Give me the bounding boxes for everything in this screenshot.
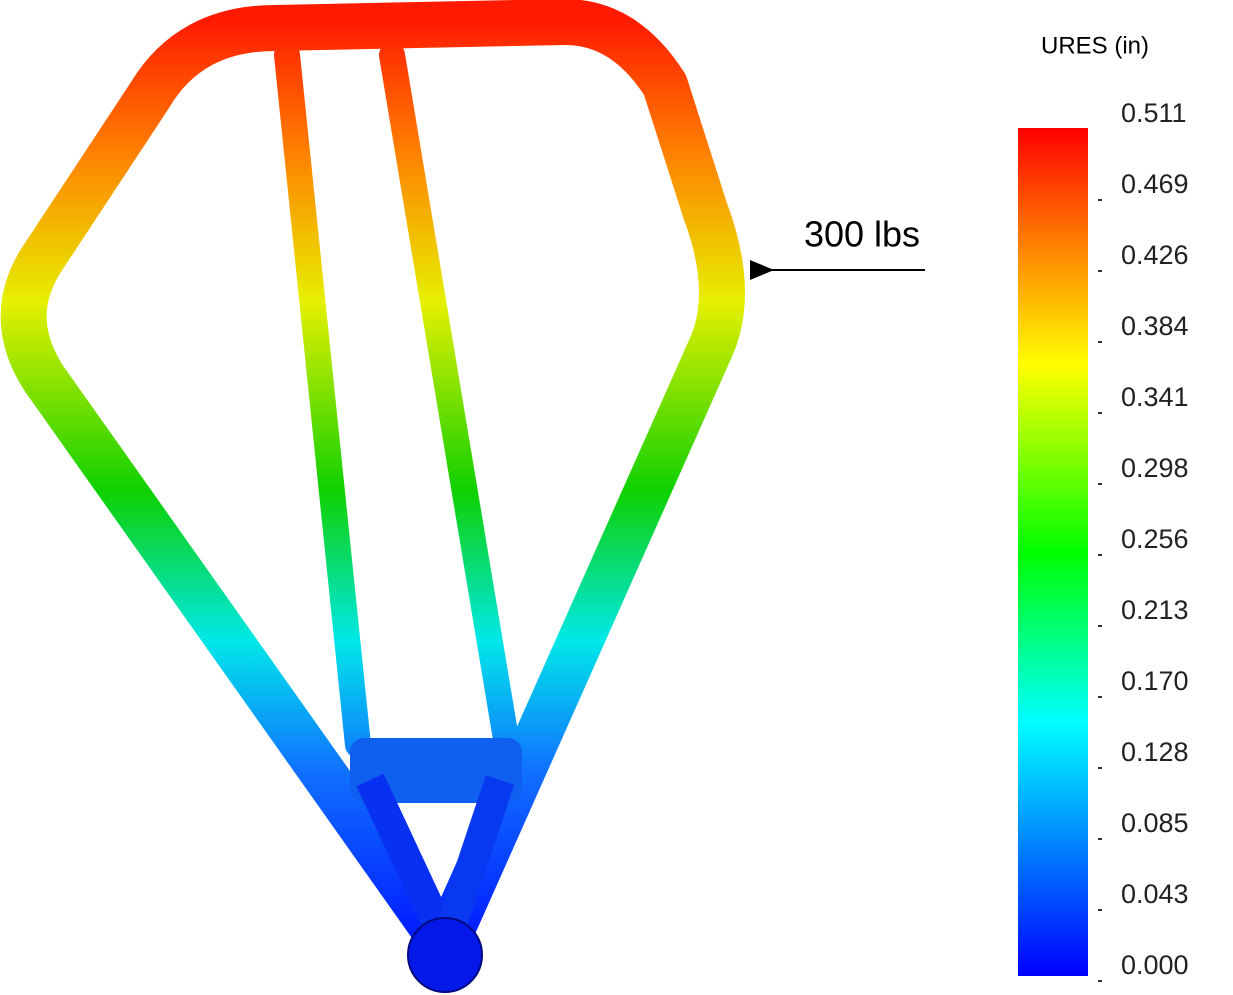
legend-labels: 0.511 0.469 0.426 0.384 0.341 0.298 0.256 0.213… bbox=[1098, 98, 1189, 981]
colorbar bbox=[1018, 128, 1088, 976]
page: 300 lbs URES (in) 0.5110.4690.4260.3840.… bbox=[0, 0, 1233, 995]
pivot bbox=[408, 918, 482, 992]
load-label: 300 lbs bbox=[804, 214, 920, 255]
result-view: 300 lbs URES (in) 0.5110.4690.4260.3840.… bbox=[0, 0, 1233, 995]
legend-label: 0.085 bbox=[1121, 808, 1189, 838]
legend-label: 0.256 bbox=[1121, 524, 1189, 554]
legend-label: 0.469 bbox=[1121, 169, 1189, 199]
legend-label: 0.426 bbox=[1121, 240, 1189, 270]
legend-label: 0.213 bbox=[1121, 595, 1189, 625]
legend-label: 0.298 bbox=[1121, 453, 1189, 483]
legend-label: 0.511 bbox=[1121, 98, 1187, 128]
legend-label: 0.341 bbox=[1121, 382, 1189, 412]
legend-label: 0.043 bbox=[1121, 879, 1189, 909]
legend-title: URES (in) bbox=[1041, 32, 1149, 59]
legend-label: 0.000 bbox=[1121, 950, 1189, 980]
legend-label: 0.170 bbox=[1121, 666, 1189, 696]
legend-label: 0.384 bbox=[1121, 311, 1189, 341]
legend-label: 0.128 bbox=[1121, 737, 1189, 767]
